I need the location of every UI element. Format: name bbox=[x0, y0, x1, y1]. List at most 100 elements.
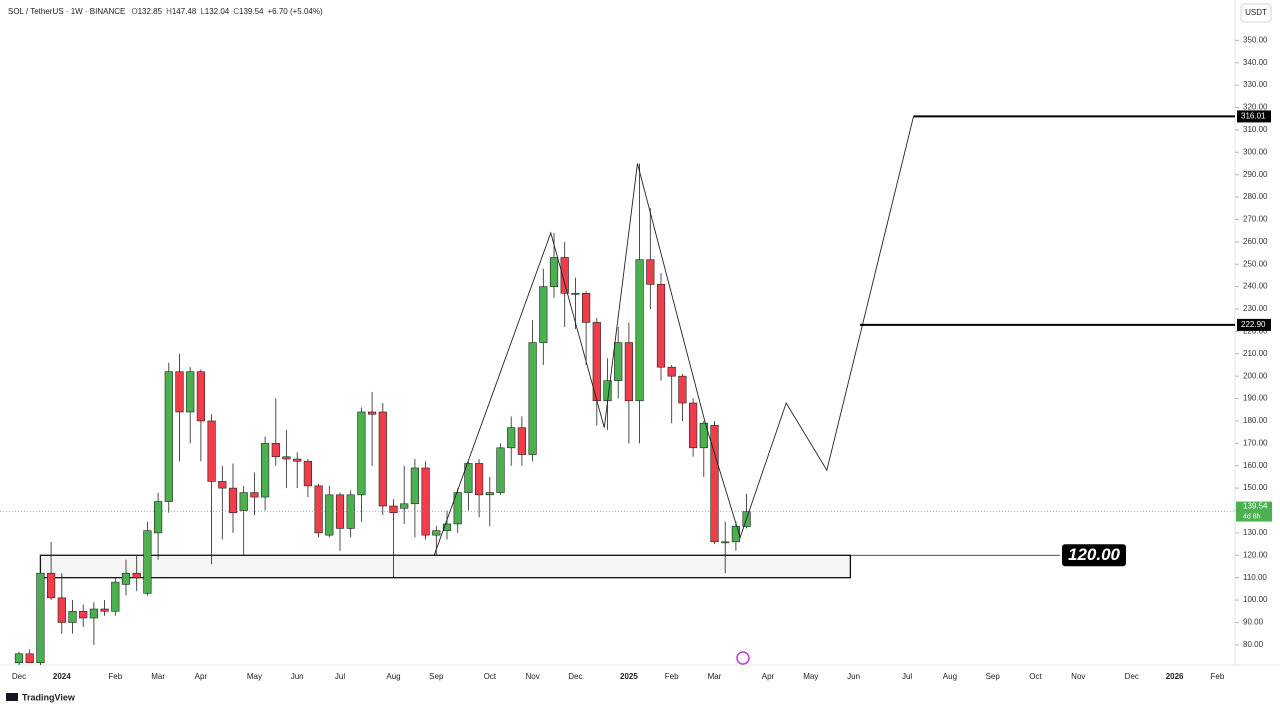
x-tick-label: Jul bbox=[335, 672, 345, 681]
countdown: 4d 8h bbox=[1243, 513, 1261, 520]
candle-body bbox=[560, 257, 569, 294]
plot: 80.0090.00100.00110.00120.00130.00140.00… bbox=[0, 35, 1272, 681]
candle-body bbox=[496, 447, 505, 493]
candle-body bbox=[228, 487, 238, 514]
x-tick-label: Jul bbox=[902, 672, 912, 681]
y-tick-label: 80.00 bbox=[1243, 640, 1264, 649]
y-tick-label: 180.00 bbox=[1243, 416, 1268, 425]
current-price-box bbox=[1236, 501, 1272, 522]
zone-label: 120.00 bbox=[1068, 545, 1121, 564]
x-tick-label: Apr bbox=[195, 672, 208, 681]
x-tick-label: Feb bbox=[665, 672, 679, 681]
candle-body bbox=[325, 494, 334, 536]
y-tick-label: 350.00 bbox=[1243, 35, 1268, 44]
y-tick-label: 160.00 bbox=[1243, 461, 1268, 470]
candle-body bbox=[549, 257, 559, 287]
candle-body bbox=[528, 342, 537, 455]
x-tick-label: Sep bbox=[986, 672, 1001, 681]
candle-body bbox=[688, 402, 698, 449]
x-tick-label: Aug bbox=[386, 672, 400, 681]
x-tick-label: Dec bbox=[568, 672, 582, 681]
candle-body bbox=[57, 597, 66, 623]
x-tick-label: 2026 bbox=[1166, 672, 1184, 681]
legend-value: 132.85 bbox=[138, 7, 163, 16]
unit-box[interactable] bbox=[1240, 3, 1272, 23]
candle-body bbox=[581, 293, 591, 323]
legend-letter: H bbox=[166, 7, 172, 16]
candle-body bbox=[721, 541, 730, 544]
y-tick-label: 340.00 bbox=[1243, 58, 1268, 67]
y-tick-label: 250.00 bbox=[1243, 259, 1268, 268]
candle-body bbox=[271, 443, 280, 458]
level-price-label: 222.90 bbox=[1241, 320, 1266, 329]
candle-body bbox=[367, 411, 377, 415]
candle-body bbox=[14, 653, 24, 664]
legend-letter: O bbox=[131, 7, 137, 16]
x-tick-label: Feb bbox=[1211, 672, 1225, 681]
candle-body bbox=[507, 427, 516, 449]
candle-body bbox=[731, 525, 740, 543]
y-tick-label: 300.00 bbox=[1243, 147, 1268, 156]
candle-body bbox=[432, 530, 441, 536]
candle-body bbox=[624, 342, 633, 402]
candle-body bbox=[196, 371, 206, 422]
y-tick-label: 150.00 bbox=[1243, 483, 1268, 492]
legend: SOL / TetherUS · 1W · BINANCE O132.85 H147… bbox=[8, 7, 323, 16]
y-tick-label: 280.00 bbox=[1243, 192, 1268, 201]
y-tick-label: 220.00 bbox=[1243, 326, 1268, 335]
candle-body bbox=[260, 443, 270, 498]
candle-body bbox=[389, 505, 398, 514]
candle-body bbox=[89, 608, 98, 619]
y-tick-label: 90.00 bbox=[1243, 618, 1264, 627]
candle-body bbox=[485, 492, 494, 496]
y-tick-label: 320.00 bbox=[1243, 103, 1268, 112]
x-tick-label: Feb bbox=[108, 672, 122, 681]
event-icon[interactable] bbox=[736, 651, 750, 665]
y-tick-label: 120.00 bbox=[1243, 550, 1268, 559]
candle-body bbox=[474, 463, 484, 496]
candle-body bbox=[453, 492, 462, 525]
candle-body bbox=[539, 286, 548, 343]
candle-body bbox=[421, 467, 430, 536]
candle-body bbox=[143, 530, 152, 594]
x-tick-label: May bbox=[803, 672, 818, 681]
current-price-label: 139.54 bbox=[1243, 502, 1268, 511]
candle-body bbox=[207, 420, 216, 482]
legend-change: +6.70 (+5.04%) bbox=[268, 7, 323, 16]
candle-body bbox=[132, 572, 141, 578]
candle-body bbox=[239, 492, 248, 511]
candle-body bbox=[36, 572, 45, 664]
x-tick-label: Oct bbox=[484, 672, 497, 681]
legend-symbol: SOL / TetherUS · 1W · BINANCE bbox=[8, 7, 125, 16]
candle-body bbox=[121, 572, 131, 585]
candle-body bbox=[175, 371, 184, 413]
candle-body bbox=[678, 375, 687, 404]
y-tick-label: 110.00 bbox=[1243, 573, 1267, 582]
candle-body bbox=[68, 610, 77, 623]
y-tick-label: 270.00 bbox=[1243, 215, 1268, 224]
candle-body bbox=[614, 342, 623, 381]
candle-body bbox=[218, 481, 227, 489]
candle-body bbox=[357, 411, 366, 496]
projection-line bbox=[433, 116, 914, 556]
level-price-label: 316.01 bbox=[1241, 112, 1266, 121]
x-tick-label: Dec bbox=[1125, 672, 1139, 681]
legend-letter: C bbox=[233, 7, 239, 16]
candle-body bbox=[571, 293, 580, 295]
brand-logo bbox=[6, 693, 18, 701]
x-tick-label: Nov bbox=[1071, 672, 1085, 681]
x-tick-label: Nov bbox=[525, 672, 539, 681]
candle-body bbox=[442, 523, 452, 531]
candle-body bbox=[303, 460, 313, 487]
y-tick-label: 240.00 bbox=[1243, 282, 1268, 291]
candle-body bbox=[46, 572, 56, 599]
y-tick-label: 260.00 bbox=[1243, 237, 1268, 246]
y-tick-label: 310.00 bbox=[1243, 125, 1268, 134]
x-tick-label: Oct bbox=[1029, 672, 1042, 681]
candle-body bbox=[111, 581, 120, 612]
x-tick-label: Mar bbox=[151, 672, 165, 681]
x-tick-label: Sep bbox=[429, 672, 444, 681]
candle-body bbox=[25, 653, 34, 664]
candle-body bbox=[667, 366, 676, 377]
